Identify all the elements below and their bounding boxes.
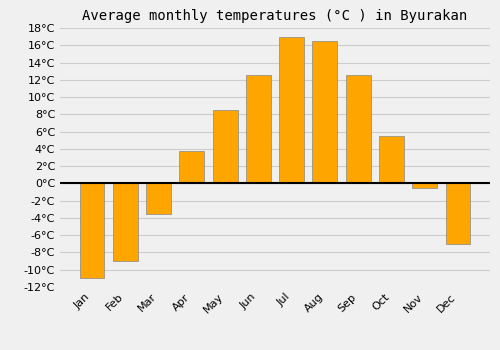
Bar (246, 76, 271, 183)
Bar (113, 183, 138, 261)
Title: Average monthly temperatures (°C ) in Byurakan: Average monthly temperatures (°C ) in By… (82, 9, 468, 23)
Bar (146, 183, 171, 214)
Bar (80, 183, 104, 278)
Bar (379, 136, 404, 183)
Bar (180, 152, 204, 183)
Bar (346, 76, 370, 183)
Bar (212, 110, 238, 183)
Bar (312, 41, 338, 183)
Bar (446, 183, 470, 244)
Bar (279, 37, 304, 183)
Bar (412, 183, 437, 188)
